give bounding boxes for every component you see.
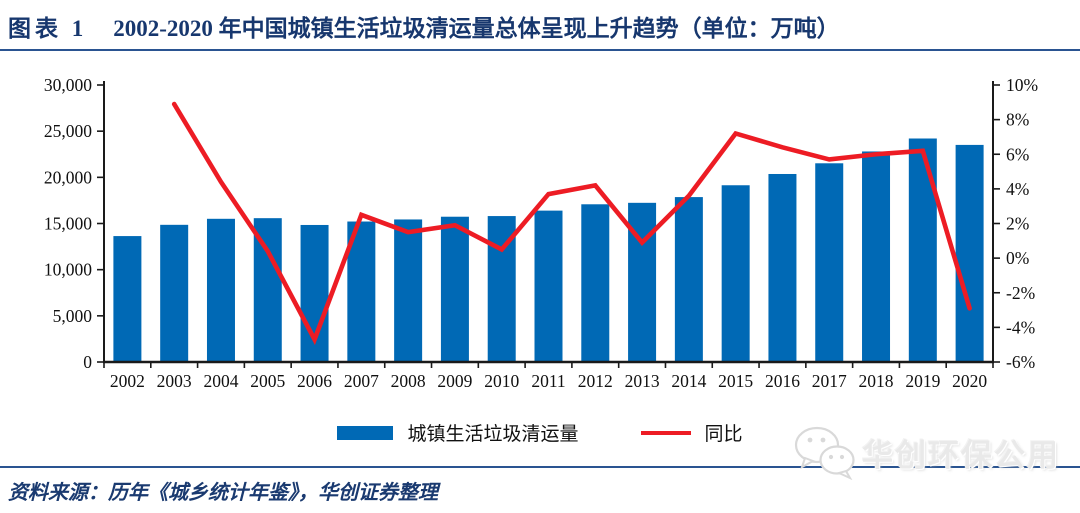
right-axis-tick-label: 0% bbox=[1006, 248, 1029, 268]
right-axis-tick-label: -6% bbox=[1006, 352, 1035, 372]
source-note: 资料来源：历年《城乡统计年鉴》，华创证券整理 bbox=[8, 482, 438, 504]
left-axis-tick-label: 30,000 bbox=[44, 75, 92, 95]
bar-2020 bbox=[955, 144, 984, 362]
bar-2017 bbox=[815, 163, 844, 362]
bar-2008 bbox=[394, 219, 423, 362]
bar-2009 bbox=[440, 216, 469, 362]
brand-watermark: 华创环保公用 bbox=[792, 424, 1060, 480]
wechat-icon bbox=[794, 426, 855, 480]
x-axis-year-label: 2004 bbox=[203, 371, 238, 391]
x-axis-year-label: 2006 bbox=[297, 371, 332, 391]
bar-2004 bbox=[206, 218, 235, 362]
left-axis-tick-label: 10,000 bbox=[44, 260, 92, 280]
x-axis-year-label: 2002 bbox=[110, 371, 145, 391]
figure-label: 图表 1 bbox=[8, 16, 88, 41]
right-axis-tick-label: -2% bbox=[1006, 283, 1035, 303]
x-axis-year-label: 2008 bbox=[391, 371, 426, 391]
yoy-line bbox=[171, 101, 972, 346]
figure-title: 2002-2020 年中国城镇生活垃圾清运量总体呈现上升趋势（单位：万吨） bbox=[113, 16, 840, 41]
x-axis-year-label: 2007 bbox=[344, 371, 379, 391]
bar-2005 bbox=[253, 218, 282, 362]
x-axis-year-label: 2013 bbox=[625, 371, 660, 391]
legend-bar-label: 城镇生活垃圾清运量 bbox=[407, 424, 579, 445]
bar-2018 bbox=[862, 151, 891, 362]
chart-legend: 城镇生活垃圾清运量 同比 bbox=[0, 419, 1080, 446]
right-axis-tick-label: 2% bbox=[1006, 214, 1029, 234]
bar-2016 bbox=[768, 173, 797, 362]
x-axis-year-label: 2016 bbox=[765, 371, 800, 391]
x-axis-year-label: 2011 bbox=[531, 371, 565, 391]
waste-clearance-combo-chart: 0 5,000 10,000 15,000 20,000 25,000 30,000 -6% -… bbox=[44, 75, 1038, 391]
header-divider-line bbox=[0, 49, 1080, 51]
bar-2013 bbox=[628, 202, 657, 362]
right-axis-tick-label: 8% bbox=[1006, 110, 1029, 130]
legend-line-swatch-icon bbox=[640, 430, 691, 435]
bar-2014 bbox=[674, 197, 703, 362]
right-axis-tick-label: 4% bbox=[1006, 179, 1029, 199]
left-axis-tick-label: 5,000 bbox=[53, 306, 93, 326]
x-axis-year-label: 2012 bbox=[578, 371, 613, 391]
left-axis-tick-label: 20,000 bbox=[44, 167, 92, 187]
bar-2002 bbox=[113, 236, 142, 362]
x-axis-year-label: 2009 bbox=[437, 371, 472, 391]
right-axis-tick-label: -4% bbox=[1006, 317, 1035, 337]
bar-2015 bbox=[721, 185, 750, 362]
legend-line-label: 同比 bbox=[704, 424, 743, 445]
watermark-text: 华创环保公用 bbox=[862, 437, 1060, 473]
x-axis-year-label: 2005 bbox=[250, 371, 285, 391]
x-axis-year-label: 2020 bbox=[952, 371, 987, 391]
footer-divider-line bbox=[0, 466, 1080, 468]
x-axis-year-label: 2003 bbox=[157, 371, 192, 391]
x-axis-year-label: 2018 bbox=[859, 371, 894, 391]
bar-2011 bbox=[534, 210, 563, 362]
left-axis-tick-label: 25,000 bbox=[44, 121, 92, 141]
legend-bar-swatch-icon bbox=[337, 425, 394, 440]
bar-2012 bbox=[581, 204, 610, 362]
right-axis-tick-label: 6% bbox=[1006, 144, 1029, 164]
x-axis-year-label: 2019 bbox=[905, 371, 940, 391]
x-axis-year-label: 2014 bbox=[671, 371, 706, 391]
bar-2003 bbox=[160, 224, 189, 362]
x-axis-year-label: 2015 bbox=[718, 371, 753, 391]
x-axis-year-label: 2017 bbox=[812, 371, 847, 391]
x-axis-year-label: 2010 bbox=[484, 371, 519, 391]
figure-header: 图表 1 2002-2020 年中国城镇生活垃圾清运量总体呈现上升趋势（单位：万吨… bbox=[8, 9, 840, 43]
bar-2019 bbox=[908, 138, 937, 362]
right-axis-tick-label: 10% bbox=[1006, 75, 1038, 95]
left-axis-tick-label: 0 bbox=[83, 352, 92, 372]
left-axis-tick-label: 15,000 bbox=[44, 214, 92, 234]
